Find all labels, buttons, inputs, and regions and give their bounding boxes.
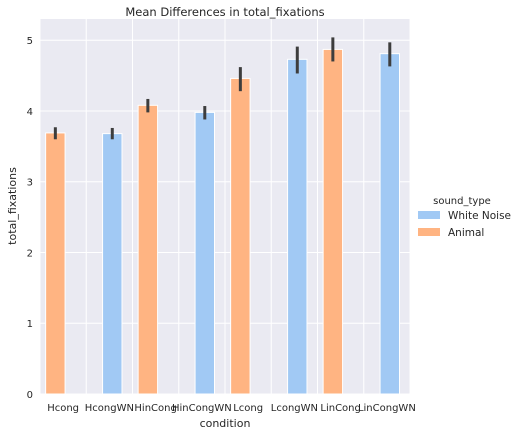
error-bars	[53, 37, 392, 140]
chart-title: Mean Differences in total_fixations	[125, 5, 324, 19]
y-tick-label: 2	[27, 248, 33, 259]
x-tick-label: Lcong	[233, 403, 263, 414]
x-tick-label: LcongWN	[271, 403, 318, 414]
x-tick-label: HcongWN	[85, 403, 134, 414]
y-tick-label: 4	[27, 107, 33, 118]
legend-title: sound_type	[433, 196, 491, 207]
bar-animal-Lcong	[230, 77, 251, 395]
bar-animal-Hcong	[45, 132, 66, 395]
x-tick-label: LinCong	[320, 403, 360, 414]
x-tick-label: HinCongWN	[172, 403, 232, 414]
x-tick-label: HinCong	[134, 403, 176, 414]
legend-swatch-white-noise	[418, 211, 440, 219]
x-tick-label: Hcong	[47, 403, 79, 414]
bar-white-noise-LcongWN	[287, 58, 308, 395]
y-tick-label: 0	[27, 390, 33, 401]
y-tick-label: 5	[27, 36, 33, 47]
bar-white-noise-HcongWN	[102, 133, 123, 395]
gridlines	[39, 19, 411, 395]
x-tick-label: LinCongWN	[358, 403, 416, 414]
y-tick-label: 1	[27, 319, 33, 330]
y-axis-label: total_fixations	[6, 167, 19, 245]
bar-white-noise-HinCongWN	[194, 111, 216, 395]
legend-label-animal: Animal	[448, 227, 484, 239]
legend: sound_type White Noise Animal	[418, 196, 511, 239]
bar-animal-HinCong	[137, 104, 159, 395]
bars	[45, 48, 401, 395]
bar-white-noise-LinCongWN	[379, 53, 401, 395]
bar-animal-LinCong	[322, 48, 344, 395]
x-axis-label: condition	[200, 417, 251, 430]
legend-swatch-animal	[418, 228, 440, 236]
y-tick-labels: 0 1 2 3 4 5	[27, 36, 33, 401]
legend-label-white-noise: White Noise	[448, 210, 511, 222]
y-tick-label: 3	[27, 178, 33, 189]
